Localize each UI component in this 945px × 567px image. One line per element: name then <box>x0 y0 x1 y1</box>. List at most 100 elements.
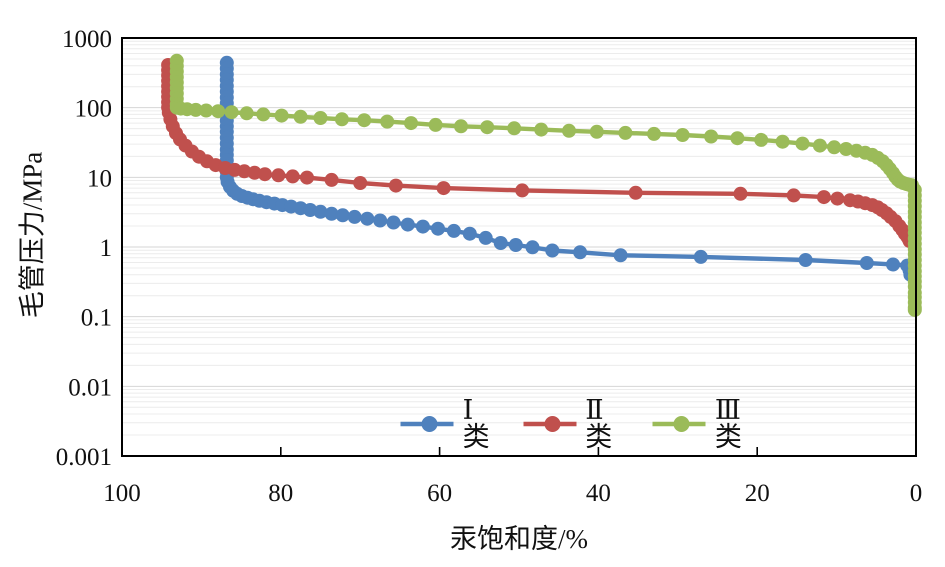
y-tick-label: 0.1 <box>81 305 112 332</box>
series-line-2 <box>165 62 912 244</box>
y-tick-label: 100 <box>75 96 113 123</box>
series-marker-3 <box>357 113 372 128</box>
x-axis-title: 汞饱和度/% <box>450 524 588 554</box>
series-marker-3 <box>293 109 308 124</box>
series-line-1 <box>224 60 913 277</box>
legend-line-marker-icon <box>400 416 454 432</box>
x-tick-label: 60 <box>427 480 452 507</box>
series-marker-2 <box>628 185 643 200</box>
y-tick-label: 0.01 <box>68 374 112 401</box>
series-marker-2 <box>271 168 286 183</box>
series-marker-3 <box>428 117 443 132</box>
series-marker-3 <box>812 138 827 153</box>
y-tick-label: 1000 <box>62 26 112 53</box>
series-marker-3 <box>274 108 289 123</box>
series-marker-2 <box>830 191 845 206</box>
legend-label: Ⅲ类 <box>714 395 742 452</box>
series-marker-1 <box>525 240 540 255</box>
legend-label: Ⅱ类 <box>585 395 613 452</box>
y-tick-label: 1 <box>100 235 113 262</box>
series-marker-3 <box>224 105 239 120</box>
legend-label: Ⅰ类 <box>462 395 490 452</box>
series-marker-3 <box>775 134 790 149</box>
series-marker-3 <box>454 119 468 134</box>
series-marker-3 <box>534 122 549 137</box>
legend-line-marker-icon <box>652 416 706 432</box>
series-marker-1 <box>415 219 430 234</box>
series-marker-2 <box>816 190 831 205</box>
series-marker-1 <box>373 213 388 228</box>
plot-border <box>121 37 917 457</box>
series-marker-1 <box>303 203 318 217</box>
series-marker-3 <box>404 116 418 131</box>
series-marker-2 <box>285 169 300 184</box>
series-marker-3 <box>480 120 495 135</box>
series-marker-3 <box>618 125 633 140</box>
x-tick-label: 20 <box>745 480 770 507</box>
series-marker-3 <box>754 132 769 147</box>
x-tick-label: 80 <box>268 480 293 507</box>
series-marker-2 <box>247 165 262 180</box>
legend-dot <box>421 416 438 432</box>
x-tick-label: 40 <box>586 480 611 507</box>
legend-item-class-2: Ⅱ类 <box>523 397 627 451</box>
series-marker-3 <box>313 111 328 125</box>
series-marker-3 <box>589 124 604 139</box>
series-marker-3 <box>199 103 214 118</box>
series-marker-1 <box>859 256 874 270</box>
series-marker-2 <box>353 176 368 190</box>
series-marker-2 <box>436 181 451 196</box>
series-marker-1 <box>493 236 508 250</box>
series-marker-1 <box>508 238 523 252</box>
series-marker-3 <box>827 140 842 155</box>
series-marker-3 <box>188 102 203 117</box>
y-tick-label: 10 <box>87 165 112 192</box>
series-marker-3 <box>256 107 271 122</box>
series-marker-3 <box>380 114 395 129</box>
series-marker-1 <box>431 221 445 236</box>
series-marker-1 <box>324 206 339 221</box>
legend-dot <box>673 416 690 432</box>
series-marker-2 <box>237 164 252 179</box>
x-tick-label: 0 <box>910 480 923 507</box>
series-marker-1 <box>462 226 477 241</box>
series-marker-1 <box>545 243 560 258</box>
series-marker-3 <box>704 129 719 144</box>
y-axis-title: 毛管压力/MPa <box>17 151 48 319</box>
series-marker-2 <box>324 172 339 187</box>
series-marker-3 <box>907 302 922 317</box>
series-marker-3 <box>647 126 661 141</box>
series-marker-1 <box>446 223 461 238</box>
series-marker-1 <box>335 208 350 223</box>
legend-item-class-1: Ⅰ类 <box>400 395 498 452</box>
series-marker-2 <box>786 188 801 203</box>
series-marker-3 <box>795 136 810 151</box>
series-marker-3 <box>675 128 690 142</box>
series-marker-1 <box>886 257 900 272</box>
series-marker-1 <box>360 211 375 226</box>
series-marker-2 <box>300 170 314 185</box>
legend: Ⅰ类 Ⅱ类 Ⅲ类 <box>400 397 764 451</box>
series-marker-3 <box>507 121 522 136</box>
series-marker-1 <box>386 215 401 230</box>
series-marker-1 <box>400 217 415 232</box>
series-marker-1 <box>478 230 493 245</box>
series-marker-3 <box>562 123 576 138</box>
series-marker-2 <box>257 167 272 182</box>
series-marker-1 <box>573 245 588 260</box>
series-marker-1 <box>313 204 328 219</box>
series-marker-3 <box>839 142 854 156</box>
series-marker-2 <box>388 178 403 193</box>
series-marker-2 <box>733 186 748 201</box>
series-marker-1 <box>798 253 813 267</box>
series-marker-1 <box>613 248 628 263</box>
series-marker-2 <box>515 183 530 198</box>
legend-dot <box>544 416 561 432</box>
series-marker-1 <box>693 249 708 264</box>
legend-item-class-3: Ⅲ类 <box>652 395 764 452</box>
series-line-3 <box>174 58 917 313</box>
x-tick-label: 100 <box>103 480 141 507</box>
series-marker-3 <box>730 131 745 146</box>
